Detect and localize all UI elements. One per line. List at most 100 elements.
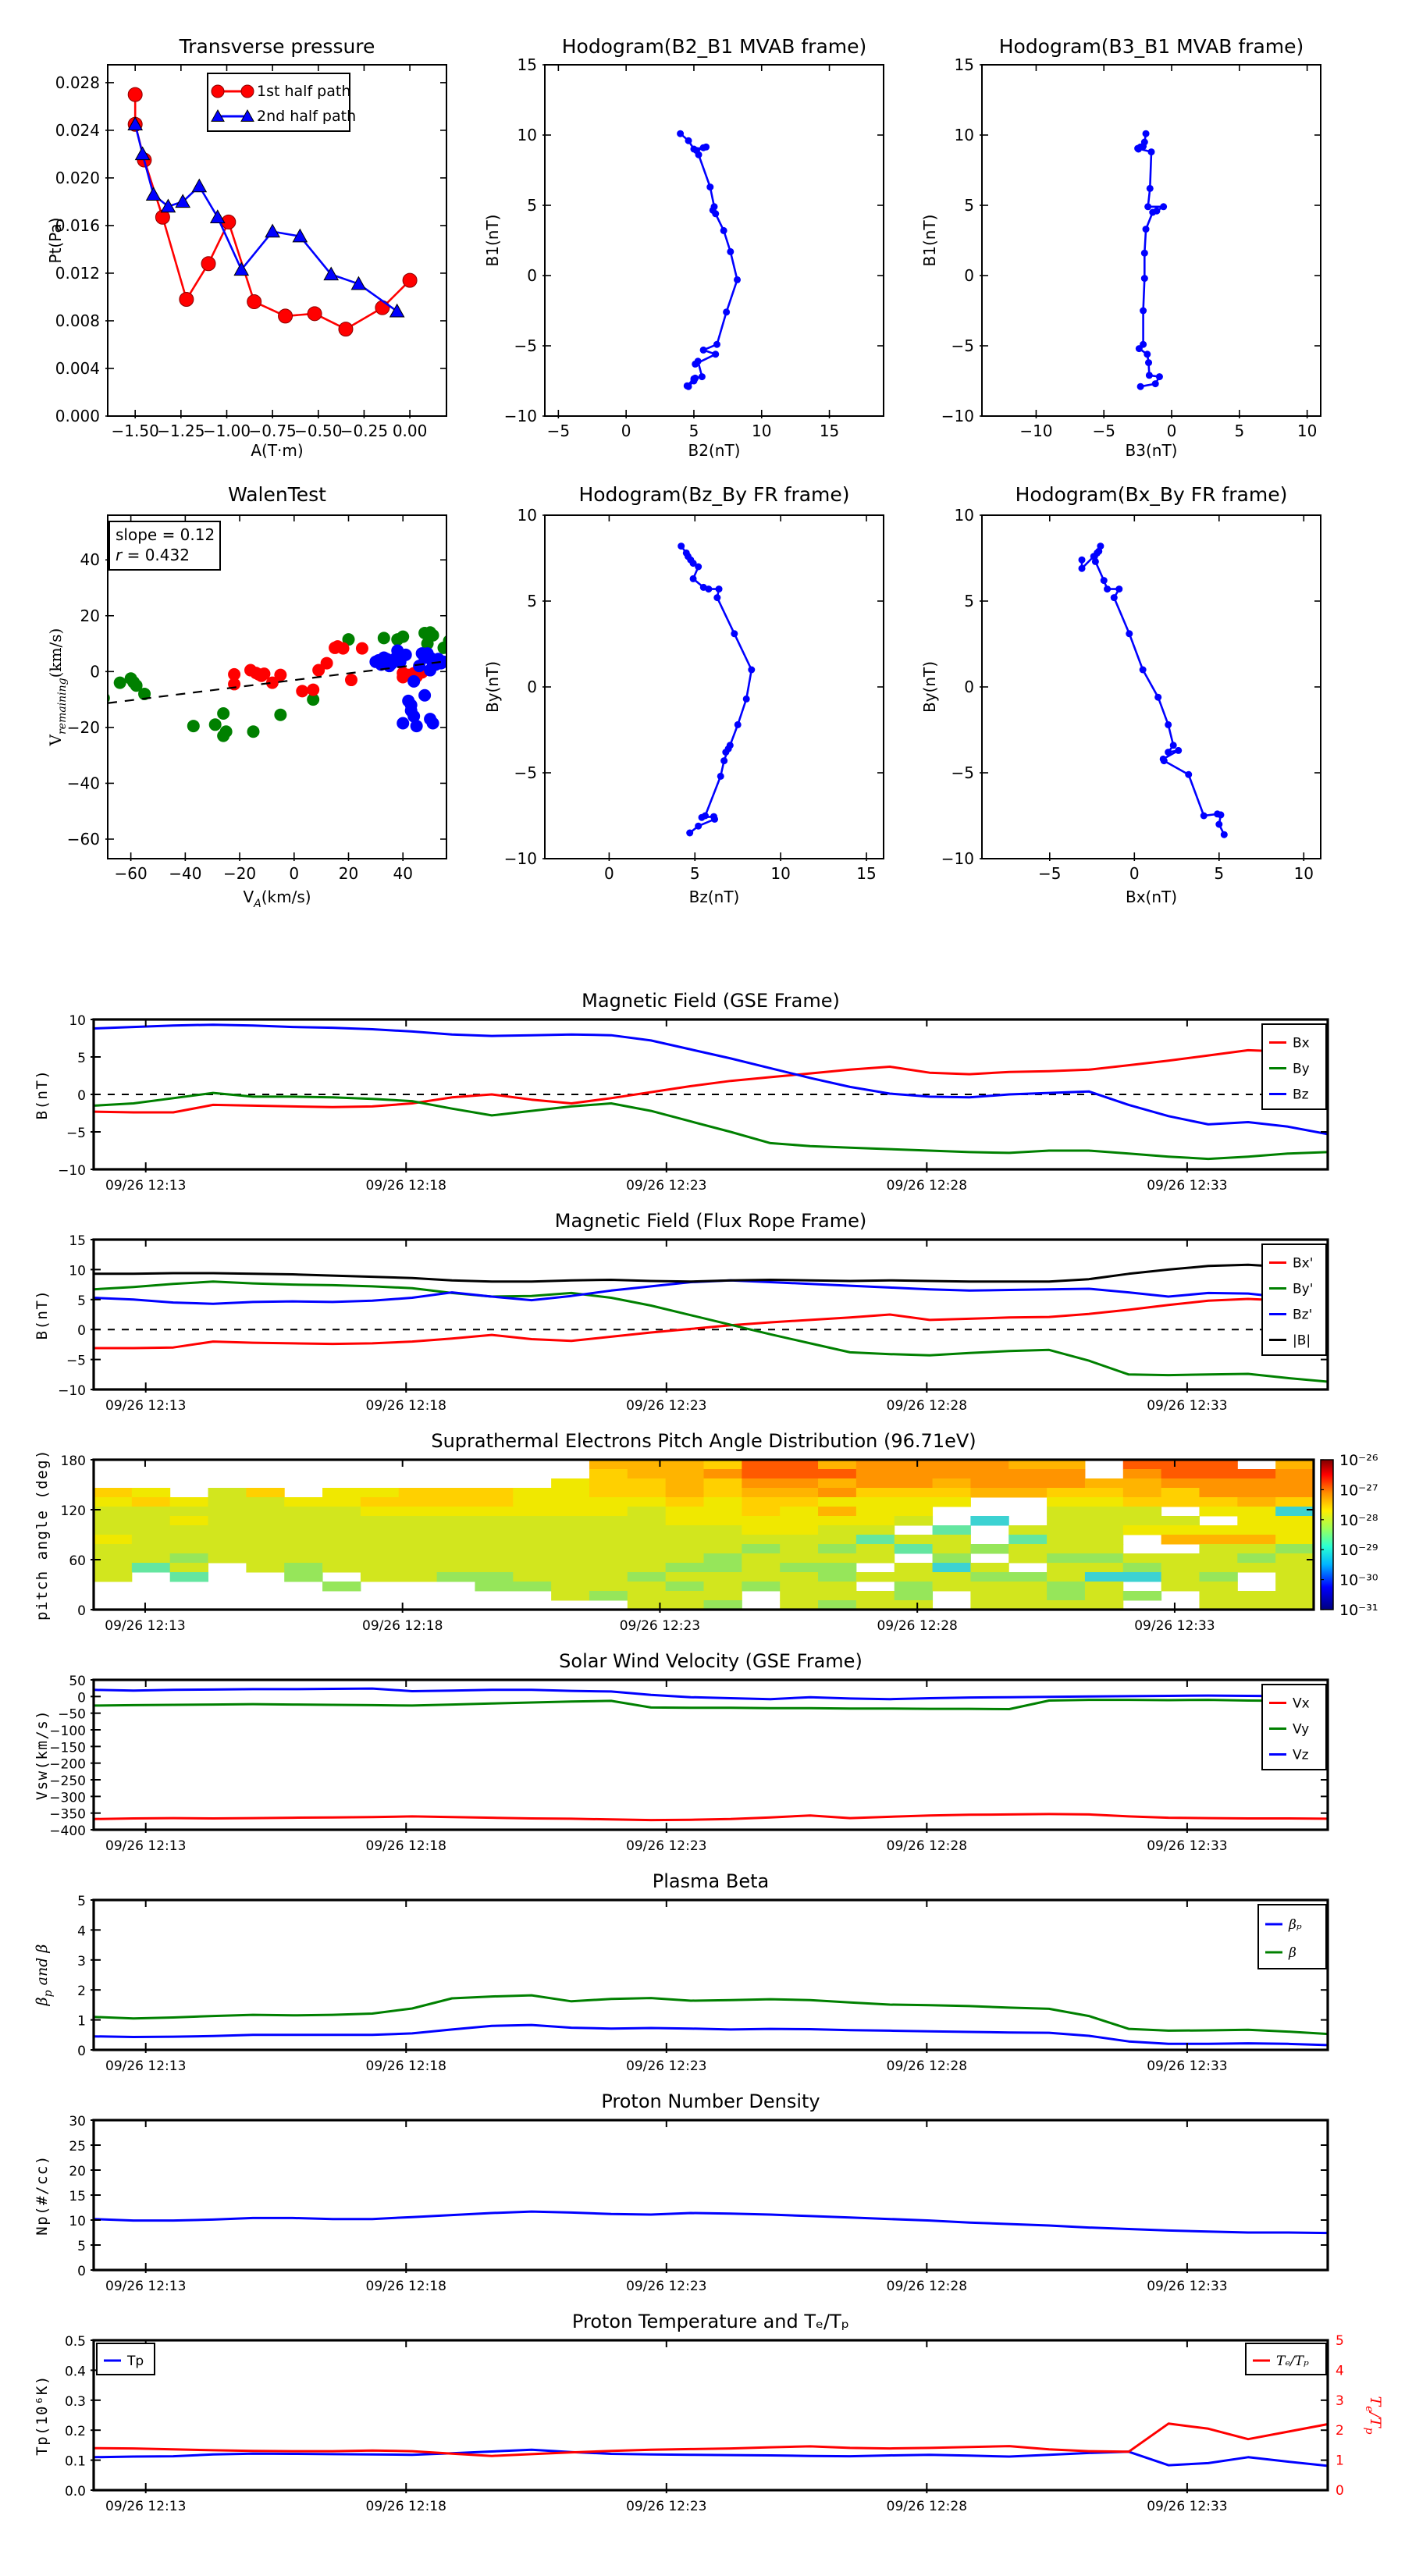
svg-text:−250: −250 xyxy=(49,1774,86,1789)
svg-text:−50: −50 xyxy=(58,1707,86,1723)
svg-text:−20: −20 xyxy=(67,718,100,737)
svg-text:−400: −400 xyxy=(49,1823,86,1839)
svg-text:0: 0 xyxy=(527,266,537,285)
svg-text:1: 1 xyxy=(1336,2453,1344,2469)
svg-text:4: 4 xyxy=(77,1923,86,1939)
transverse_pressure-plot-area xyxy=(127,87,418,337)
plot-hodogram-b2-b1: −5 0 5 10 15 −10 −5 0 5 10 15 Hodogram(B2_B1 MVAB f… xyxy=(483,22,921,465)
panel-proton-temperature: 09/26 12:13 09/26 12:18 09/26 12:23 09/26 1… xyxy=(31,2304,1405,2524)
svg-text:09/26 12:33: 09/26 12:33 xyxy=(1147,2279,1227,2294)
svg-text:By(nT): By(nT) xyxy=(484,661,502,713)
svg-text:−5: −5 xyxy=(514,763,537,782)
svg-text:WalenTest: WalenTest xyxy=(228,483,326,506)
svg-text:10: 10 xyxy=(1294,864,1314,883)
svg-text:40: 40 xyxy=(393,864,412,883)
svg-text:15: 15 xyxy=(856,864,876,883)
svg-text:Hodogram(Bz_By FR frame): Hodogram(Bz_By FR frame) xyxy=(578,483,849,506)
svg-text:0: 0 xyxy=(289,864,299,883)
svg-text:0.2: 0.2 xyxy=(65,2424,86,2439)
svg-text:Vz: Vz xyxy=(1293,1748,1309,1763)
svg-text:60: 60 xyxy=(69,1553,86,1569)
svg-text:20: 20 xyxy=(69,2164,86,2179)
svg-text:−5: −5 xyxy=(514,336,537,355)
svg-text:−1.00: −1.00 xyxy=(203,422,251,440)
svg-text:09/26 12:18: 09/26 12:18 xyxy=(366,2499,446,2514)
svg-text:β: β xyxy=(1288,1945,1297,1961)
svg-text:−5: −5 xyxy=(1038,864,1061,883)
svg-text:0: 0 xyxy=(1167,422,1177,440)
svg-text:15: 15 xyxy=(518,55,537,74)
panel-plasma-beta: 09/26 12:13 09/26 12:18 09/26 12:23 09/26 1… xyxy=(31,1864,1405,2084)
hodo_bzby-svg: 0 5 10 15 −10 −5 0 5 10 Hodogram(Bz_By FR frame) B… xyxy=(483,483,884,906)
svg-text:09/26 12:23: 09/26 12:23 xyxy=(626,2058,706,2074)
svg-text:3: 3 xyxy=(77,1954,86,1969)
svg-text:A(T·m): A(T·m) xyxy=(251,441,303,460)
svg-text:09/26 12:33: 09/26 12:33 xyxy=(1147,1178,1227,1194)
svg-text:0: 0 xyxy=(621,422,631,440)
svg-text:10⁻²⁹: 10⁻²⁹ xyxy=(1339,1542,1378,1559)
svg-text:0.012: 0.012 xyxy=(55,264,100,283)
svg-text:10: 10 xyxy=(69,2214,86,2229)
svg-text:Bz(nT): Bz(nT) xyxy=(689,888,740,906)
svg-text:40: 40 xyxy=(80,550,100,569)
svg-text:βp and β: βp and β xyxy=(34,1944,55,2007)
svg-text:By: By xyxy=(1293,1062,1310,1077)
svg-text:09/26 12:13: 09/26 12:13 xyxy=(105,2499,186,2514)
svg-text:0.024: 0.024 xyxy=(55,121,100,140)
svg-text:−150: −150 xyxy=(49,1740,86,1756)
svg-text:B3(nT): B3(nT) xyxy=(1126,441,1178,460)
svg-text:30: 30 xyxy=(69,2114,86,2129)
svg-text:0: 0 xyxy=(77,2264,86,2279)
svg-text:0.5: 0.5 xyxy=(65,2334,86,2350)
svg-text:Bx': Bx' xyxy=(1293,1256,1313,1272)
hodo_b3b1-ticks xyxy=(980,64,1321,418)
svg-text:B1(nT): B1(nT) xyxy=(484,215,502,267)
b_fr-ticks xyxy=(91,1239,1328,1393)
svg-text:09/26 12:13: 09/26 12:13 xyxy=(105,1398,186,1414)
svg-text:0.1: 0.1 xyxy=(65,2454,86,2470)
svg-text:−100: −100 xyxy=(49,1724,86,1739)
svg-text:Np(#/cc): Np(#/cc) xyxy=(34,2154,51,2236)
svg-text:−10: −10 xyxy=(1019,422,1052,440)
svg-text:−10: −10 xyxy=(941,407,974,425)
svg-text:slope = 0.12: slope = 0.12 xyxy=(116,525,215,544)
svg-text:09/26 12:13: 09/26 12:13 xyxy=(105,2058,186,2074)
svg-text:By': By' xyxy=(1293,1282,1313,1297)
svg-text:5: 5 xyxy=(77,2239,86,2254)
vsw-plot-area xyxy=(93,1687,1329,1822)
svg-text:VA(km/s): VA(km/s) xyxy=(243,888,311,910)
svg-text:0.3: 0.3 xyxy=(65,2394,86,2410)
svg-text:Suprathermal Electrons Pitch A: Suprathermal Electrons Pitch Angle Distr… xyxy=(431,1430,976,1452)
svg-text:09/26 12:18: 09/26 12:18 xyxy=(366,1838,446,1854)
svg-text:−5: −5 xyxy=(547,422,570,440)
svg-text:−10: −10 xyxy=(58,1163,86,1179)
svg-text:09/26 12:33: 09/26 12:33 xyxy=(1147,2058,1227,2074)
svg-text:5: 5 xyxy=(964,592,974,610)
svg-text:−1.25: −1.25 xyxy=(157,422,205,440)
svg-text:−5: −5 xyxy=(951,763,974,782)
svg-text:1: 1 xyxy=(77,2014,86,2030)
svg-text:0.028: 0.028 xyxy=(55,73,100,92)
svg-text:B2(nT): B2(nT) xyxy=(688,441,741,460)
svg-text:B(nT): B(nT) xyxy=(34,1069,51,1120)
svg-text:Bz: Bz xyxy=(1293,1087,1309,1103)
svg-text:09/26 12:28: 09/26 12:28 xyxy=(887,2499,967,2514)
svg-text:10: 10 xyxy=(1297,422,1317,440)
svg-text:Plasma Beta: Plasma Beta xyxy=(653,1870,769,1892)
hodo_b2b1-plot-area xyxy=(677,130,742,390)
svg-text:−300: −300 xyxy=(49,1790,86,1806)
pad-ticks xyxy=(91,1459,1314,1613)
svg-text:0.008: 0.008 xyxy=(55,311,100,330)
svg-text:Proton Number Density: Proton Number Density xyxy=(601,2090,820,2112)
svg-text:09/26 12:33: 09/26 12:33 xyxy=(1147,1398,1227,1414)
hodo_bxby-ticks xyxy=(980,514,1321,861)
beta-svg: 09/26 12:13 09/26 12:18 09/26 12:23 09/26 1… xyxy=(34,1870,1329,2074)
svg-text:15: 15 xyxy=(69,2189,86,2204)
svg-text:09/26 12:13: 09/26 12:13 xyxy=(105,2279,186,2294)
svg-text:Solar Wind Velocity (GSE Frame: Solar Wind Velocity (GSE Frame) xyxy=(559,1650,863,1672)
panel-proton-number-density: 09/26 12:13 09/26 12:18 09/26 12:23 09/26 1… xyxy=(31,2084,1405,2304)
svg-text:09/26 12:28: 09/26 12:28 xyxy=(877,1618,957,1634)
svg-text:20: 20 xyxy=(339,864,358,883)
svg-text:Hodogram(B2_B1 MVAB frame): Hodogram(B2_B1 MVAB frame) xyxy=(562,35,867,58)
svg-text:0: 0 xyxy=(90,662,100,681)
